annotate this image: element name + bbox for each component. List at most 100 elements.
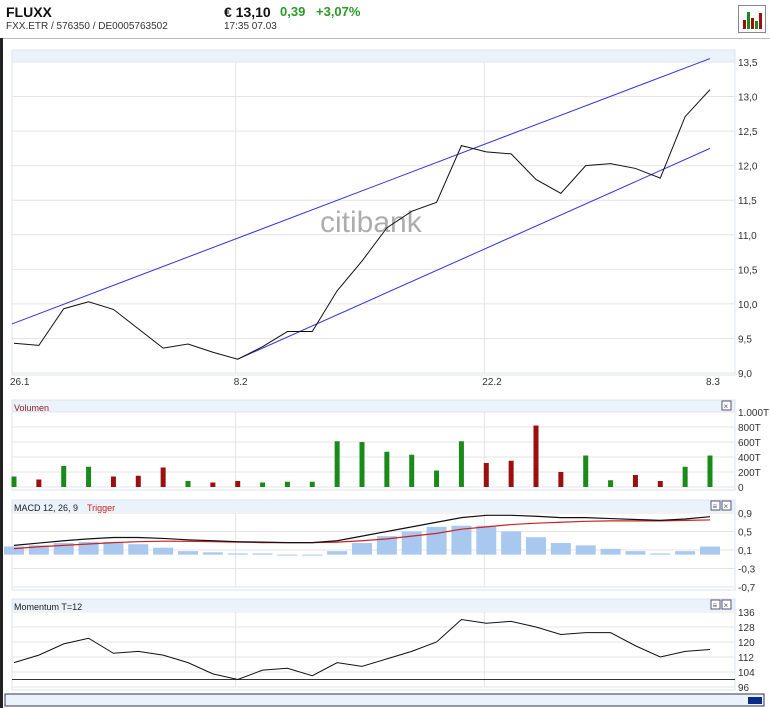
volume-panel-header bbox=[12, 400, 735, 412]
price-point bbox=[559, 192, 562, 195]
volume-bar bbox=[110, 476, 116, 487]
close-icon: × bbox=[724, 601, 729, 610]
price-point bbox=[535, 178, 538, 181]
volume-bar bbox=[160, 467, 166, 487]
volume-bar bbox=[384, 451, 390, 487]
macd-histogram-bar bbox=[426, 526, 447, 555]
macd-histogram-bar bbox=[575, 545, 596, 555]
macd-trigger-label: Trigger bbox=[87, 503, 115, 513]
price-point bbox=[510, 152, 513, 155]
time-scrollbar[interactable] bbox=[4, 693, 765, 707]
macd-histogram-bar bbox=[78, 541, 99, 555]
volume-bar bbox=[682, 466, 688, 487]
momentum-y-tick-label: 136 bbox=[738, 608, 755, 619]
volume-y-tick-label: 800T bbox=[738, 423, 761, 434]
macd-histogram-bar bbox=[178, 551, 198, 555]
price-point bbox=[137, 327, 140, 330]
price-point bbox=[62, 307, 65, 310]
price-y-tick-label: 13,0 bbox=[738, 93, 758, 104]
price-point bbox=[684, 115, 687, 118]
volume-bar bbox=[185, 481, 191, 487]
momentum-y-tick-label: 96 bbox=[738, 683, 750, 694]
price-y-tick-label: 12,5 bbox=[738, 127, 758, 138]
instrument-ids: FXX.ETR / 576350 / DE0005763502 bbox=[6, 21, 168, 32]
volume-bar bbox=[657, 481, 663, 487]
price-line bbox=[13, 89, 711, 360]
macd-histogram-bar bbox=[227, 553, 248, 555]
macd-histogram-bar bbox=[277, 554, 298, 556]
macd-histogram-bar bbox=[103, 541, 124, 555]
price-point bbox=[634, 167, 637, 170]
macd-close-button[interactable] bbox=[721, 500, 732, 511]
volume-bar bbox=[11, 476, 17, 487]
macd-histogram-bar bbox=[302, 554, 323, 556]
macd-histogram-bar bbox=[327, 551, 348, 555]
macd-histogram-bar bbox=[352, 543, 372, 555]
volume-bar bbox=[334, 441, 340, 487]
price-y-tick-label: 10,5 bbox=[738, 265, 758, 276]
scrollbar-thumb[interactable] bbox=[748, 697, 762, 704]
close-icon: × bbox=[724, 502, 729, 511]
volume-y-tick-label: 400T bbox=[738, 453, 761, 464]
last-price: € 13,10 bbox=[224, 4, 271, 20]
macd-histogram-bar bbox=[4, 546, 24, 555]
macd-histogram-bar bbox=[501, 531, 522, 555]
price-y-tick-label: 9,5 bbox=[738, 334, 752, 345]
macd-histogram-bar bbox=[376, 536, 397, 555]
volume-bar bbox=[632, 475, 638, 487]
price-y-tick-label: 11,5 bbox=[738, 196, 757, 207]
window-edge bbox=[0, 38, 3, 708]
price-point bbox=[584, 164, 587, 167]
price-point bbox=[236, 358, 239, 361]
volume-bar bbox=[284, 481, 290, 487]
price-point bbox=[261, 345, 264, 348]
quote-header: FLUXX FXX.ETR / 576350 / DE0005763502 € … bbox=[0, 0, 770, 39]
price-panel-header bbox=[12, 50, 735, 62]
macd-y-tick-label: -0,3 bbox=[738, 565, 756, 576]
momentum-settings-button[interactable] bbox=[710, 599, 721, 610]
momentum-y-tick-label: 104 bbox=[738, 668, 755, 679]
price-point bbox=[336, 289, 339, 292]
volume-bar bbox=[260, 482, 266, 487]
volume-bar bbox=[36, 479, 42, 487]
macd-trigger-line bbox=[13, 519, 711, 550]
macd-y-tick-label: 0,9 bbox=[738, 509, 752, 520]
volume-bar bbox=[434, 470, 440, 487]
macd-panel-header bbox=[12, 500, 735, 512]
price-point bbox=[385, 226, 388, 229]
volume-panel-frame bbox=[11, 399, 736, 491]
momentum-y-tick-label: 112 bbox=[738, 653, 754, 664]
quote-time: 17:35 07.03 bbox=[224, 21, 277, 32]
price-y-tick-label: 13,5 bbox=[738, 58, 758, 69]
price-change-pct: +3,07% bbox=[316, 4, 361, 19]
momentum-close-button[interactable] bbox=[721, 599, 732, 610]
momentum-panel-frame bbox=[11, 598, 736, 691]
macd-settings-button[interactable] bbox=[710, 500, 721, 511]
volume-bar bbox=[86, 466, 92, 487]
volume-bar bbox=[359, 442, 365, 487]
volume-bar bbox=[409, 454, 415, 487]
volume-bar bbox=[235, 481, 241, 487]
x-tick-label: 22.2 bbox=[482, 377, 502, 388]
momentum-panel-header bbox=[12, 599, 735, 611]
volume-bar bbox=[458, 441, 464, 487]
x-tick-label: 8.2 bbox=[234, 377, 248, 388]
chart-type-button[interactable] bbox=[738, 5, 766, 33]
macd-histogram-bar bbox=[476, 525, 497, 555]
price-point bbox=[311, 330, 314, 333]
trend-channel-lower bbox=[237, 147, 711, 360]
volume-y-tick-label: 1.000T bbox=[738, 408, 769, 419]
settings-icon: ≡ bbox=[713, 502, 718, 511]
macd-histogram-bar bbox=[700, 546, 720, 555]
volume-bar bbox=[210, 482, 216, 487]
volume-bar bbox=[309, 481, 315, 487]
macd-histogram-bar bbox=[252, 553, 273, 555]
price-point bbox=[361, 260, 364, 263]
price-point bbox=[460, 144, 463, 147]
volume-close-button[interactable] bbox=[721, 400, 732, 411]
volume-bar bbox=[533, 425, 539, 487]
price-point bbox=[112, 308, 115, 311]
macd-histogram-bar bbox=[526, 537, 546, 555]
macd-y-tick-label: 0,1 bbox=[738, 546, 752, 557]
